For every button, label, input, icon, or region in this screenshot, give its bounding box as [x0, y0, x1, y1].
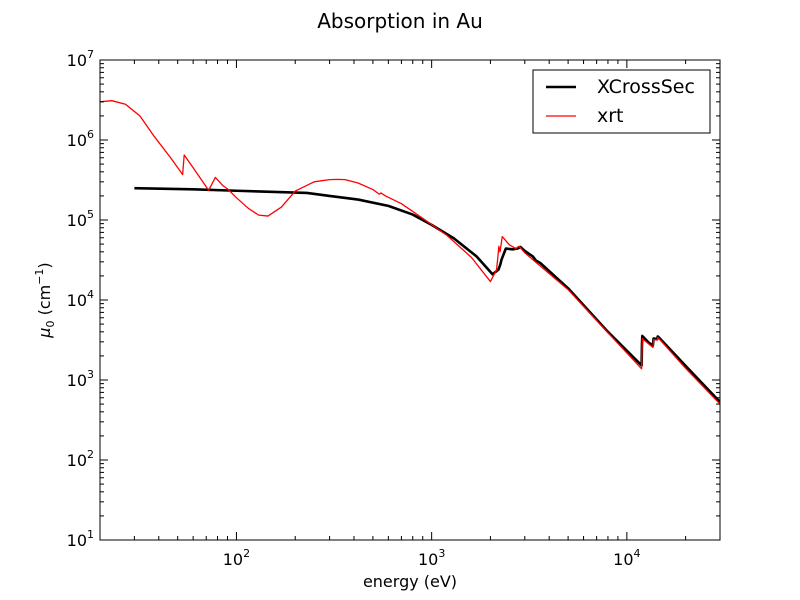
y-axis-label-symbol: μ	[35, 328, 54, 339]
x-tick-label-base: 10	[418, 550, 438, 569]
y-axis-label-unit-close: )	[35, 262, 54, 268]
x-tick-label-base: 10	[613, 550, 633, 569]
y-tick-label: 102	[67, 448, 94, 470]
x-axis-label: energy (eV)	[363, 572, 457, 591]
y-tick-label-exponent: 5	[87, 208, 94, 221]
y-tick-label: 107	[67, 48, 94, 70]
y-axis-label-unit-open: (cm	[35, 285, 54, 321]
y-tick-label: 106	[67, 128, 94, 150]
y-tick-label-base: 10	[67, 51, 87, 70]
y-tick-label-base: 10	[67, 131, 87, 150]
series-layer	[100, 100, 720, 405]
x-tick-label-exponent: 3	[438, 547, 445, 560]
y-tick-label: 104	[67, 288, 94, 310]
y-tick-label-base: 10	[67, 371, 87, 390]
y-tick-label-exponent: 1	[87, 528, 94, 541]
y-tick-label-base: 10	[67, 291, 87, 310]
chart-title: Absorption in Au	[317, 9, 483, 33]
y-tick-label: 105	[67, 208, 94, 230]
y-tick-label-exponent: 2	[87, 448, 94, 461]
x-tick-label: 103	[418, 547, 445, 569]
series-line-xrt	[100, 100, 720, 405]
y-tick-label: 103	[67, 368, 94, 390]
legend: XCrossSec xrt	[532, 69, 711, 134]
y-axis-label: μ0 (cm−1)	[33, 262, 57, 338]
x-tick-label: 104	[613, 547, 640, 569]
y-tick-label-base: 10	[67, 531, 87, 550]
legend-label-xcrosssec: XCrossSec	[597, 76, 695, 98]
y-axis-label-unit-exponent: −1	[33, 269, 46, 285]
y-tick-label-exponent: 4	[87, 288, 94, 301]
x-tick-label-exponent: 2	[243, 547, 250, 560]
y-tick-label-exponent: 6	[87, 128, 94, 141]
x-tick-label-exponent: 4	[634, 547, 641, 560]
y-axis-label-subscript: 0	[44, 321, 57, 328]
legend-label-xrt: xrt	[597, 105, 624, 127]
y-tick-label-exponent: 7	[87, 48, 94, 61]
y-tick-label: 101	[67, 528, 94, 550]
y-tick-label-base: 10	[67, 211, 87, 230]
x-tick-label: 102	[223, 547, 250, 569]
y-tick-label-exponent: 3	[87, 368, 94, 381]
legend-box	[532, 69, 711, 134]
y-tick-label-base: 10	[67, 451, 87, 470]
ticks-layer	[99, 59, 721, 541]
x-tick-label-base: 10	[223, 550, 243, 569]
